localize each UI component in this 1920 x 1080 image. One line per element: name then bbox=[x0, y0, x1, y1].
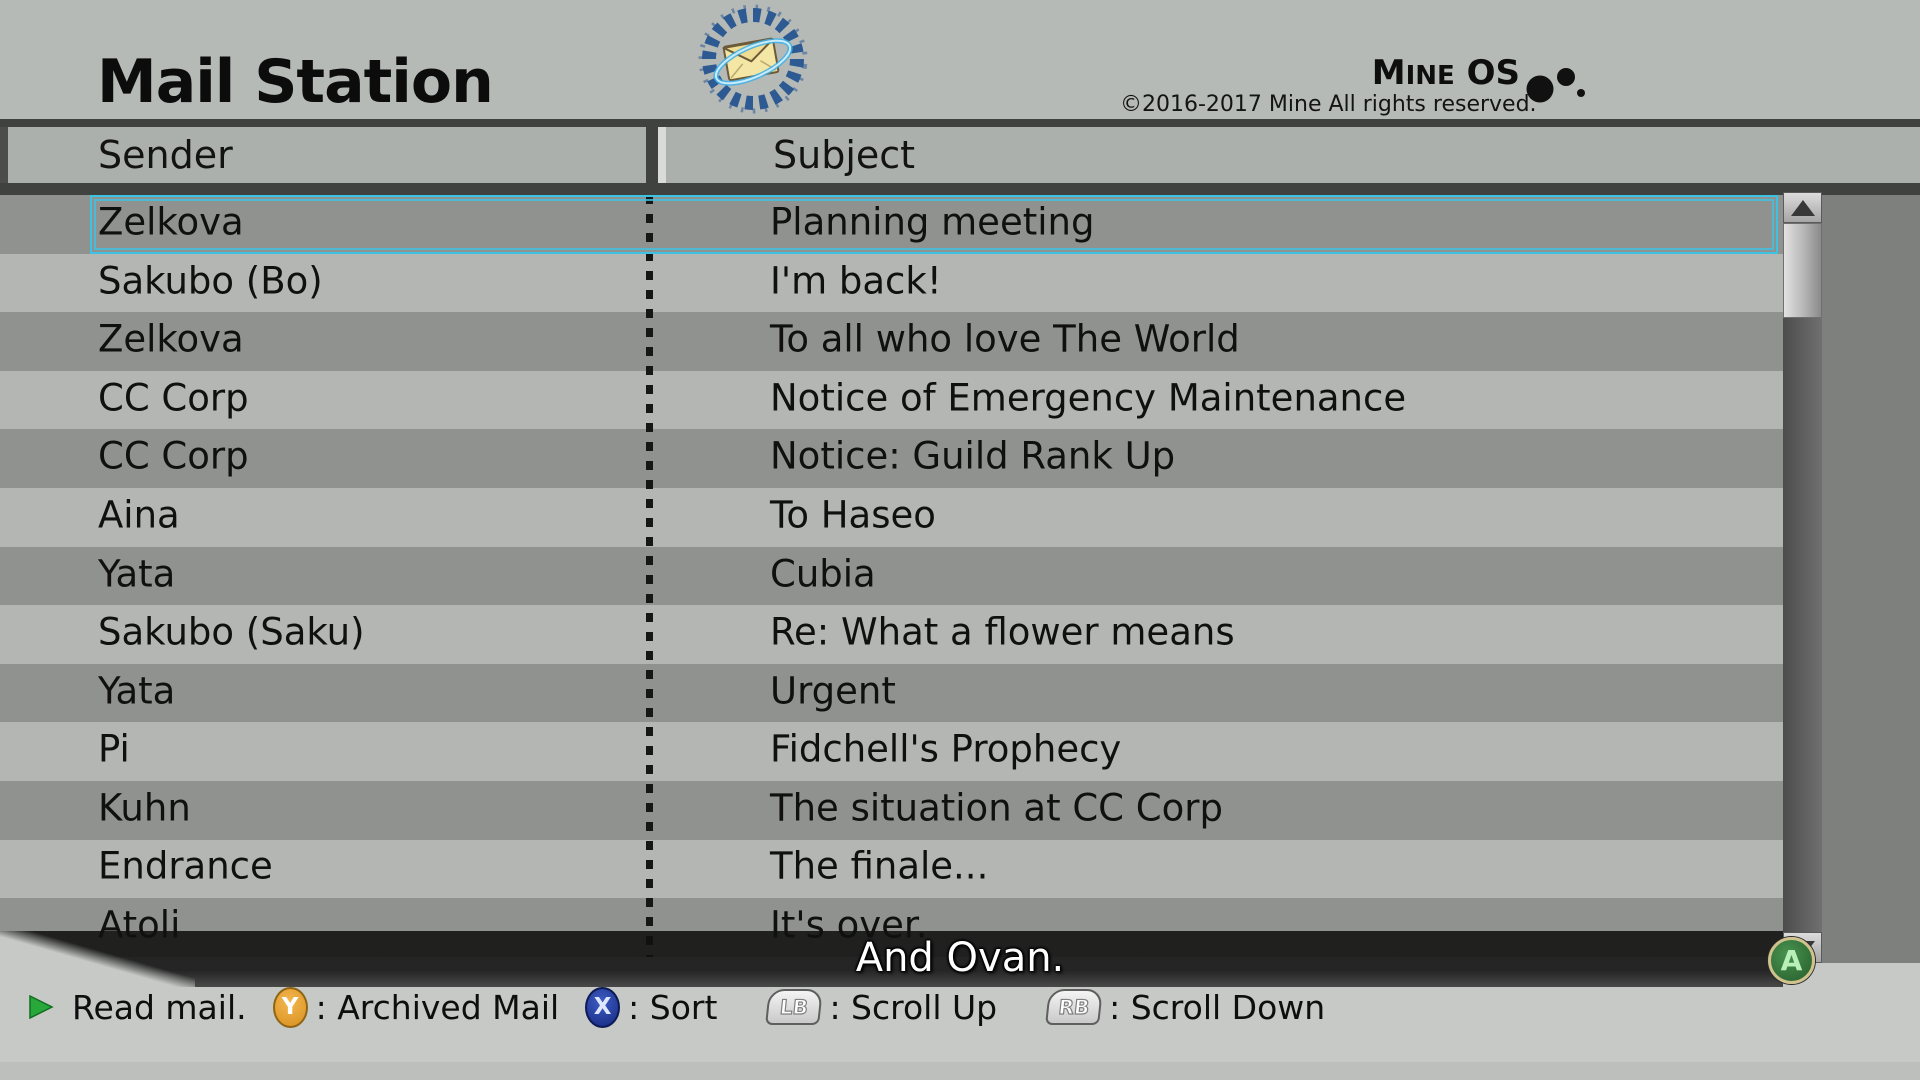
mail-row-selected[interactable]: Zelkova Planning meeting bbox=[0, 195, 1783, 254]
bottom-strip bbox=[0, 1062, 1920, 1080]
right-margin-panel bbox=[1822, 195, 1920, 963]
scroll-up-arrow-icon bbox=[1791, 200, 1815, 216]
sender-cell: Yata bbox=[98, 669, 176, 713]
header-left-edge bbox=[0, 127, 8, 183]
header-top-line bbox=[0, 119, 1920, 127]
mail-row[interactable]: Zelkova To all who love The World bbox=[0, 312, 1783, 371]
legend-scroll-down-label: : Scroll Down bbox=[1109, 987, 1326, 1027]
subject-cell: To all who love The World bbox=[770, 317, 1240, 361]
scrollbar[interactable] bbox=[1783, 192, 1822, 963]
mail-row[interactable]: Sakubo (Saku) Re: What a flower means bbox=[0, 605, 1783, 664]
mail-row[interactable]: Aina To Haseo bbox=[0, 487, 1783, 547]
scrollbar-thumb[interactable] bbox=[1783, 223, 1822, 318]
subject-cell: The finale... bbox=[770, 844, 989, 888]
header-divider-highlight bbox=[658, 127, 666, 183]
column-dotted-divider bbox=[646, 195, 653, 957]
mail-row[interactable]: CC Corp Notice of Emergency Maintenance bbox=[0, 370, 1783, 430]
sender-cell: Sakubo (Saku) bbox=[98, 610, 365, 654]
sender-cell: Zelkova bbox=[98, 200, 244, 244]
sender-cell: CC Corp bbox=[98, 434, 249, 478]
orbit-swoosh-icon bbox=[713, 38, 793, 86]
x-button-icon: X bbox=[585, 986, 621, 1028]
button-legend: Read mail. Y : Archived Mail X : Sort LB… bbox=[28, 984, 1325, 1030]
subtitle-bar bbox=[0, 931, 1783, 987]
sender-cell: Aina bbox=[98, 493, 180, 537]
scrollbar-track[interactable] bbox=[1783, 223, 1822, 932]
subject-cell: Urgent bbox=[770, 669, 896, 713]
sender-cell: Endrance bbox=[98, 844, 273, 888]
subject-cell: Notice of Emergency Maintenance bbox=[770, 376, 1407, 420]
legend-scroll-up-label: : Scroll Up bbox=[829, 987, 998, 1027]
mail-row[interactable]: CC Corp Notice: Guild Rank Up bbox=[0, 429, 1783, 488]
mail-row[interactable]: Sakubo (Bo) I'm back! bbox=[0, 253, 1783, 313]
sender-cell: Yata bbox=[98, 552, 176, 596]
column-header-subject[interactable]: Subject bbox=[666, 127, 1920, 183]
os-name-part: OS bbox=[1454, 53, 1520, 93]
os-name-part: INE bbox=[1405, 61, 1455, 91]
sketch-ring-icon bbox=[698, 4, 808, 114]
mail-row[interactable]: Endrance The finale... bbox=[0, 839, 1783, 899]
sender-header-label: Sender bbox=[98, 133, 233, 177]
page-title: Mail Station bbox=[97, 47, 494, 117]
column-header-sender[interactable]: Sender bbox=[8, 127, 646, 183]
legend-read-mail-label: Read mail. bbox=[72, 987, 247, 1027]
a-button-icon: A bbox=[1768, 937, 1815, 984]
mail-station-icon bbox=[698, 4, 808, 114]
scroll-up-button[interactable] bbox=[1783, 192, 1822, 223]
sender-cell: Zelkova bbox=[98, 317, 244, 361]
subject-cell: The situation at CC Corp bbox=[770, 786, 1223, 830]
brand-block: MINE OS ©2016-2017 Mine All rights reser… bbox=[1120, 56, 1537, 117]
sender-cell: Pi bbox=[98, 727, 130, 771]
subject-cell: Cubia bbox=[770, 552, 876, 596]
os-name-part: M bbox=[1371, 53, 1406, 93]
sender-cell: CC Corp bbox=[98, 376, 249, 420]
copyright-text: ©2016-2017 Mine All rights reserved. bbox=[1120, 92, 1537, 117]
header-bottom-line bbox=[0, 183, 1920, 195]
mail-list: Zelkova Planning meeting Sakubo (Bo) I'm… bbox=[0, 195, 1783, 957]
os-name: MINE OS bbox=[1120, 56, 1520, 90]
subtitle-bar-left-fade bbox=[0, 931, 195, 987]
subject-cell: Planning meeting bbox=[770, 200, 1095, 244]
subject-cell: Notice: Guild Rank Up bbox=[770, 434, 1176, 478]
sender-cell: Kuhn bbox=[98, 786, 191, 830]
legend-sort-label: : Sort bbox=[628, 987, 718, 1027]
subject-cell: Fidchell's Prophecy bbox=[770, 727, 1122, 771]
y-button-icon: Y bbox=[272, 986, 308, 1028]
rb-button-icon: RB bbox=[1045, 989, 1104, 1025]
mail-row[interactable]: Kuhn The situation at CC Corp bbox=[0, 780, 1783, 840]
subject-cell: To Haseo bbox=[770, 493, 936, 537]
sender-cell: Sakubo (Bo) bbox=[98, 259, 323, 303]
mail-row[interactable]: Yata Cubia bbox=[0, 546, 1783, 606]
legend-archived-mail-label: : Archived Mail bbox=[315, 987, 560, 1027]
mine-dots-logo-icon bbox=[1526, 68, 1585, 103]
subject-header-label: Subject bbox=[773, 133, 916, 177]
header-divider bbox=[646, 127, 658, 183]
subtitle-text: And Ovan. bbox=[855, 935, 1065, 981]
tick-ring-icon bbox=[702, 8, 804, 110]
subject-cell: Re: What a flower means bbox=[770, 610, 1235, 654]
mail-row[interactable]: Pi Fidchell's Prophecy bbox=[0, 722, 1783, 781]
mail-row[interactable]: Yata Urgent bbox=[0, 663, 1783, 723]
lb-button-icon: LB bbox=[765, 989, 824, 1025]
play-triangle-icon bbox=[29, 995, 54, 1019]
subject-cell: I'm back! bbox=[770, 259, 942, 303]
